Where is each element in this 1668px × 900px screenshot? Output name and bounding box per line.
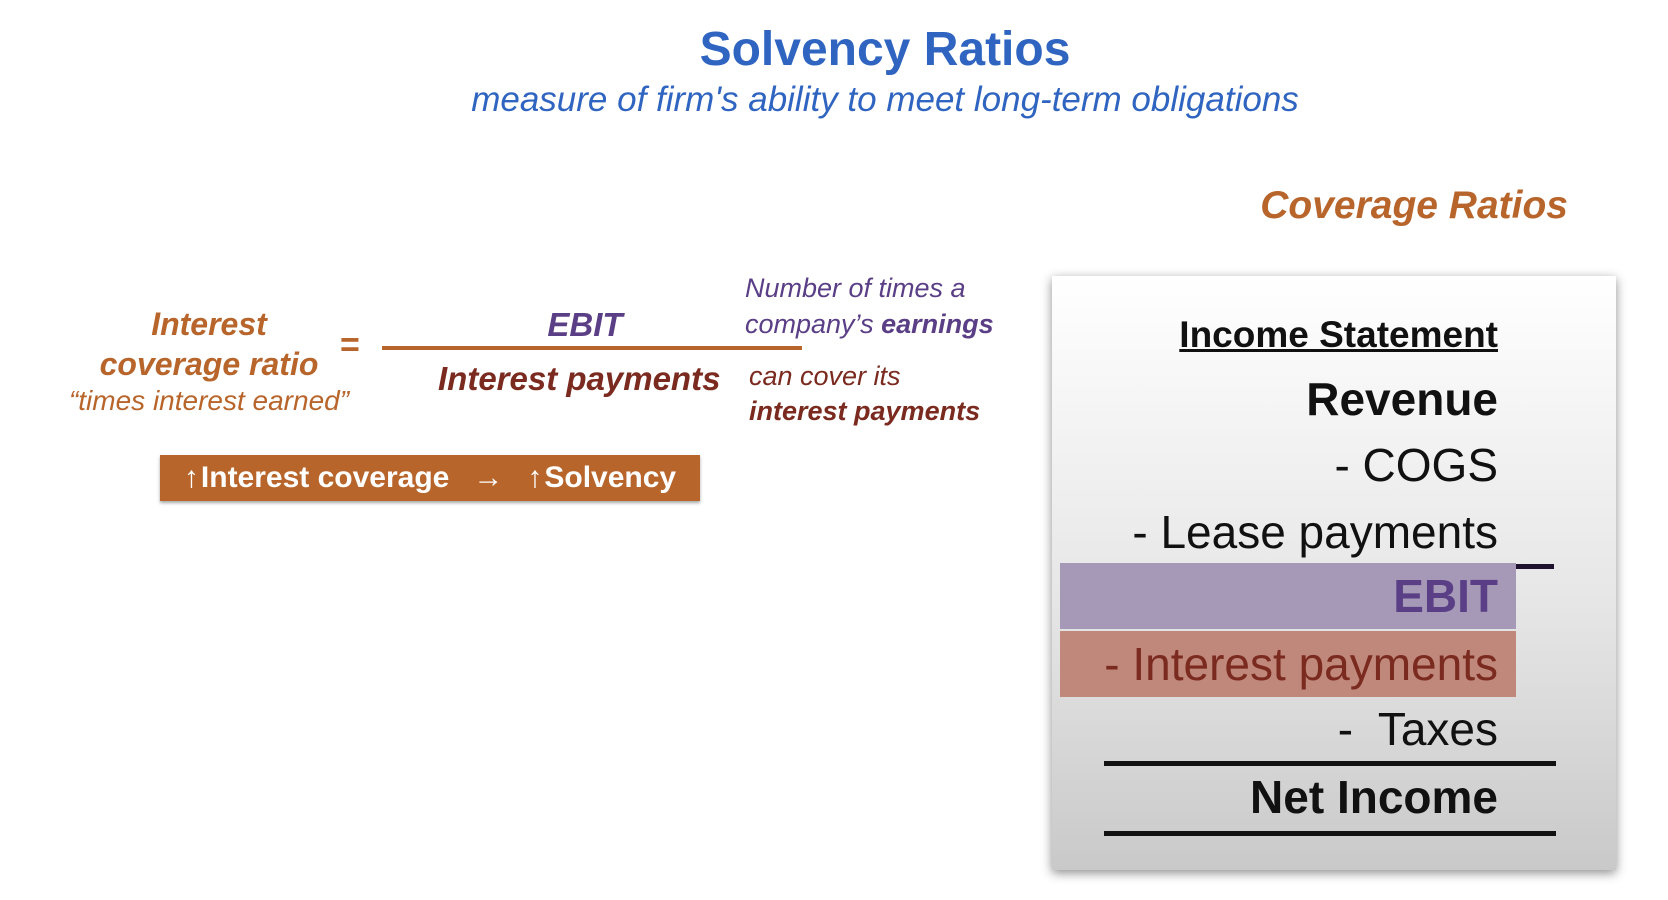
row-cogs: - COGS (1334, 439, 1498, 491)
income-statement-card: Income Statement Revenue - COGS - Lease … (1052, 276, 1616, 870)
row-net-income: Net Income (1250, 771, 1498, 823)
explanation-line3: can cover its (749, 361, 901, 391)
up-arrow-icon: ↑ (183, 461, 199, 494)
explanation-line1: Number of times a (745, 273, 966, 303)
row-lease-payments: - Lease payments (1132, 506, 1498, 558)
row-interest-highlight: - Interest payments (1060, 631, 1516, 697)
up-arrow-icon: ↑ (527, 461, 543, 494)
row-taxes: - Taxes (1337, 703, 1498, 755)
ratio-name-line2: coverage ratio (99, 346, 319, 382)
explanation-line2: company’s earnings (745, 309, 994, 340)
implication-right-text: Solvency (544, 461, 677, 494)
net-income-rule (1104, 831, 1556, 836)
coverage-ratios-heading: Coverage Ratios (1260, 184, 1568, 227)
explanation-line2-prefix: company’s (745, 309, 882, 339)
implication-left-text: Interest coverage (200, 461, 450, 494)
page-title: Solvency Ratios (699, 23, 1071, 76)
fraction-bar (382, 346, 802, 350)
fraction-numerator: EBIT (547, 306, 623, 343)
ratio-alias: “times interest earned” (68, 385, 350, 416)
ratio-name-line1: Interest (151, 306, 267, 342)
row-ebit-highlight: EBIT (1060, 563, 1516, 629)
explanation-earnings: earnings (881, 309, 994, 339)
total-rule (1104, 761, 1556, 766)
row-revenue: Revenue (1306, 373, 1498, 425)
explanation-interest-payments: interest payments (749, 396, 981, 426)
page-subtitle: measure of firm's ability to meet long-t… (471, 80, 1299, 119)
equals-sign: = (340, 326, 360, 364)
fraction-denominator: Interest payments (438, 360, 721, 397)
income-statement-title: Income Statement (1179, 314, 1498, 355)
right-arrow-icon: → (473, 461, 504, 494)
implication-banner: ↑ Interest coverage → ↑ Solvency (160, 455, 700, 501)
